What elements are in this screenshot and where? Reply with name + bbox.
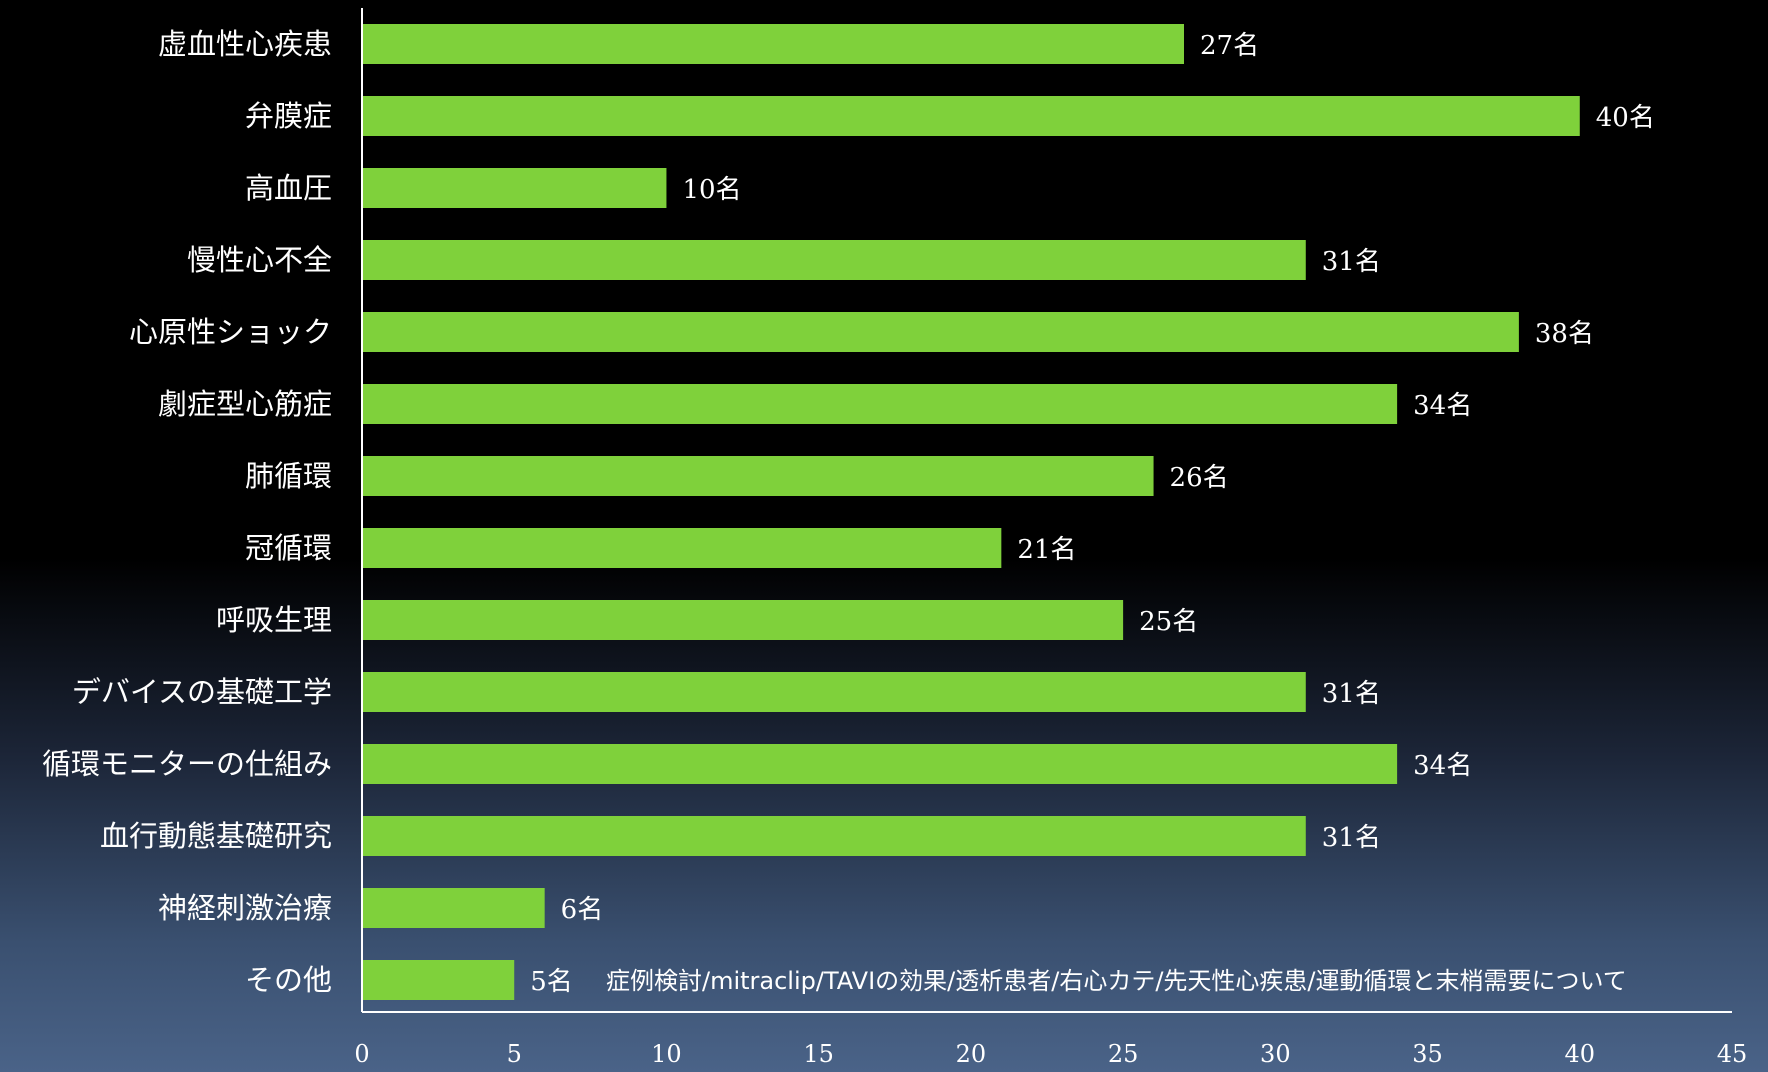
value-label: 40名	[1596, 103, 1655, 133]
category-label: その他	[245, 963, 332, 997]
value-label: 25名	[1139, 607, 1198, 637]
bar	[362, 456, 1154, 496]
value-label: 31名	[1322, 823, 1381, 853]
bar	[362, 960, 515, 1000]
bar	[362, 384, 1398, 424]
category-labels: 虚血性心疾患弁膜症高血圧慢性心不全心原性ショック劇症型心筋症肺循環冠循環呼吸生理…	[42, 27, 332, 997]
bar	[362, 24, 1184, 64]
x-tick-label: 40	[1565, 1040, 1596, 1068]
bar	[362, 600, 1124, 640]
category-label: 虚血性心疾患	[158, 27, 332, 61]
x-tick-label: 20	[956, 1040, 987, 1068]
value-label: 10名	[682, 175, 741, 205]
bar	[362, 744, 1398, 784]
category-label: 高血圧	[245, 171, 332, 205]
category-label: 神経刺激治療	[158, 891, 332, 925]
category-label: 血行動態基礎研究	[100, 819, 332, 853]
value-label: 21名	[1017, 535, 1076, 565]
category-label: 劇症型心筋症	[158, 387, 332, 421]
category-label: 肺循環	[245, 459, 332, 493]
category-label: デバイスの基礎工学	[72, 675, 332, 709]
bar	[362, 240, 1306, 280]
value-label: 6名	[561, 895, 604, 925]
value-label: 5名	[530, 967, 573, 997]
category-label: 心原性ショック	[129, 315, 332, 349]
bar	[362, 168, 667, 208]
x-tick-label: 35	[1412, 1040, 1443, 1068]
bar	[362, 888, 545, 928]
category-label: 冠循環	[245, 531, 332, 565]
x-tick-label: 15	[803, 1040, 834, 1068]
category-label: 弁膜症	[245, 99, 332, 133]
x-tick-label: 5	[507, 1040, 522, 1068]
value-labels: 27名 40名 10名 31名 38名 34名 26名 21名 25名 31名 34名 31名 6名 5名	[530, 31, 1655, 997]
value-label: 27名	[1200, 31, 1259, 61]
bars-group	[362, 24, 1580, 1000]
value-label: 26名	[1170, 463, 1229, 493]
bar	[362, 96, 1580, 136]
category-label: 慢性心不全	[187, 243, 332, 277]
bar	[362, 816, 1306, 856]
bar	[362, 528, 1002, 568]
value-label: 34名	[1413, 391, 1472, 421]
value-label: 34名	[1413, 751, 1472, 781]
bar	[362, 672, 1306, 712]
x-tick-labels: 0 5 10 15 20 25 30 35 40 45	[354, 1040, 1747, 1068]
value-label: 38名	[1535, 319, 1594, 349]
bar	[362, 312, 1519, 352]
x-tick-label: 45	[1717, 1040, 1748, 1068]
x-tick-label: 10	[651, 1040, 682, 1068]
category-label: 循環モニターの仕組み	[42, 747, 332, 781]
x-tick-label: 30	[1260, 1040, 1291, 1068]
category-label: 呼吸生理	[216, 603, 332, 637]
value-label: 31名	[1322, 247, 1381, 277]
x-tick-label: 0	[354, 1040, 369, 1068]
x-tick-label: 25	[1108, 1040, 1139, 1068]
value-label: 31名	[1322, 679, 1381, 709]
annotation-note: 症例検討/mitraclip/TAVIの効果/透析患者/右心カテ/先天性心疾患/…	[606, 967, 1627, 995]
